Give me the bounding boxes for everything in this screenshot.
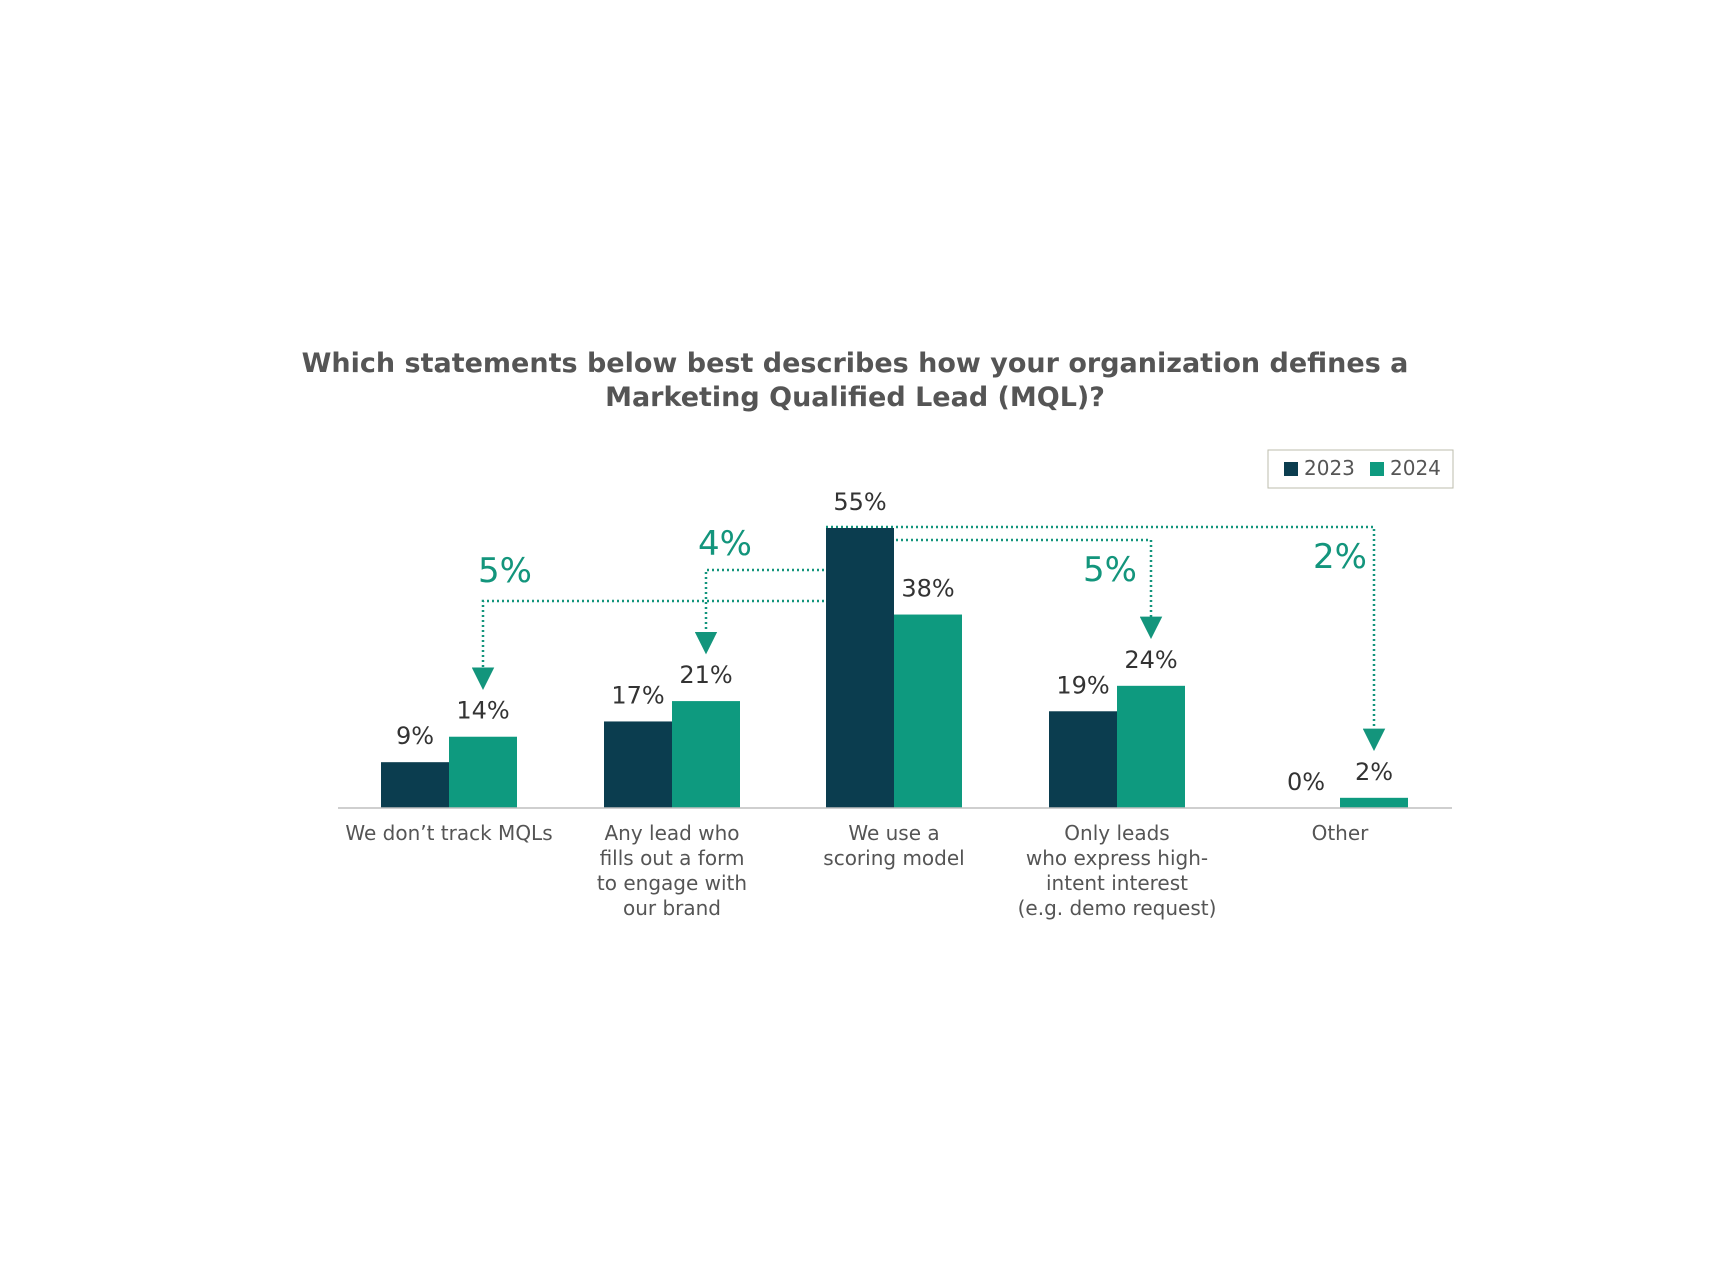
bars — [381, 528, 1408, 808]
chart-title-line-2: Marketing Qualified Lead (MQL)? — [605, 382, 1105, 413]
category-label-scoring-line-2: scoring model — [823, 846, 964, 870]
change-label-any-lead: 4% — [698, 524, 752, 564]
bar-2024-scoring — [894, 614, 962, 808]
legend-label-2023: 2023 — [1304, 456, 1355, 480]
category-label-scoring-line-1: We use a — [848, 821, 939, 845]
value-label-2023-other: 0% — [1287, 768, 1325, 796]
bar-2023-high-intent — [1049, 711, 1117, 808]
legend-box — [1267, 449, 1454, 489]
value-labels: 9% 17% 55% 19% 0% 14% 21% 38% 24% 2% — [396, 488, 1393, 796]
value-label-2024-any-lead: 21% — [679, 661, 732, 689]
bar-2024-any-lead — [672, 701, 740, 808]
legend-swatch-2023 — [1284, 462, 1298, 476]
change-arrow-no-track — [471, 599, 894, 690]
category-label-other-line-1: Other — [1312, 821, 1370, 845]
value-label-2023-high-intent: 19% — [1056, 671, 1109, 699]
change-arrow-high-intent — [826, 538, 1163, 640]
bar-2024-high-intent — [1117, 685, 1185, 808]
value-label-2024-high-intent: 24% — [1124, 646, 1177, 674]
chart-title-line-1: Which statements below best describes ho… — [302, 348, 1409, 379]
bar-2023-no-track — [381, 762, 449, 808]
change-label-no-track: 5% — [478, 551, 532, 591]
bar-2024-no-track — [449, 736, 517, 808]
chart-title: Which statements below best describes ho… — [302, 348, 1409, 413]
value-label-2024-no-track: 14% — [456, 697, 509, 725]
change-arrow-any-lead — [694, 568, 894, 655]
category-label-any-lead-line-2: fills out a form — [600, 846, 745, 870]
value-label-2024-scoring: 38% — [901, 575, 954, 603]
category-label-any-lead-line-4: our brand — [623, 896, 721, 920]
category-label-any-lead-line-3: to engage with — [597, 871, 747, 895]
category-label-high-intent-line-1: Only leads — [1064, 821, 1169, 845]
value-label-2024-other: 2% — [1355, 758, 1393, 786]
bar-2023-any-lead — [604, 721, 672, 808]
category-label-high-intent-line-2: who express high- — [1026, 846, 1208, 870]
legend-label-2024: 2024 — [1390, 456, 1441, 480]
change-label-high-intent: 5% — [1083, 550, 1137, 590]
legend-swatch-2024 — [1370, 462, 1384, 476]
value-label-2023-any-lead: 17% — [611, 681, 664, 709]
change-annotations: 5% 4% 5% 2% — [471, 524, 1386, 752]
category-label-high-intent-line-4: (e.g. demo request) — [1018, 896, 1217, 920]
value-label-2023-scoring: 55% — [833, 488, 886, 516]
bar-2024-other — [1340, 797, 1408, 808]
category-label-no-track-line-1: We don’t track MQLs — [345, 821, 552, 845]
bar-2023-scoring — [826, 528, 894, 808]
legend: 2023 2024 — [1267, 449, 1454, 489]
category-label-any-lead-line-1: Any lead who — [605, 821, 740, 845]
value-label-2023-no-track: 9% — [396, 722, 434, 750]
category-label-high-intent-line-3: intent interest — [1046, 871, 1188, 895]
change-label-other: 2% — [1313, 537, 1367, 577]
